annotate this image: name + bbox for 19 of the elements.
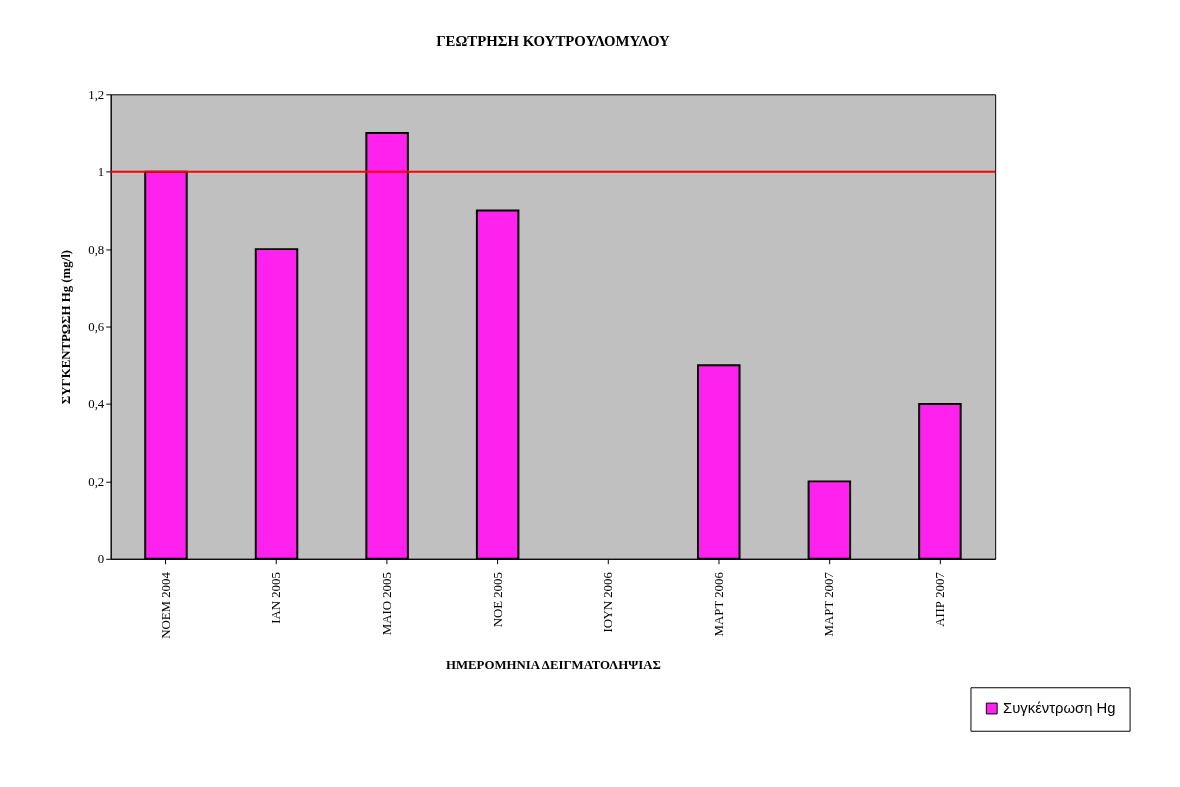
x-tick-label: ΙΑΝ 2005: [269, 572, 284, 624]
x-axis-title: ΗΜΕΡΟΜΗΝΙΑ ΔΕΙΓΜΑΤΟΛΗΨΙΑΣ: [445, 657, 661, 672]
x-tick-label: ΜΑΙΟ 2005: [380, 572, 395, 636]
y-axis-title: ΣΥΓΚΕΝΤΡΩΣΗ Hg (mg/l): [59, 249, 74, 405]
x-tick-label: ΙΟΥΝ 2006: [601, 571, 616, 633]
x-tick-label: ΝΟΕ 2005: [490, 572, 505, 628]
y-tick-label: 0,8: [88, 242, 105, 257]
x-tick-label: ΑΠΡ 2007: [932, 571, 947, 627]
x-tick-label: ΜΑΡΤ 2006: [711, 571, 726, 637]
x-tick-label: ΝΟΕΜ 2004: [158, 571, 173, 639]
chart-title: ΓΕΩΤΡΗΣΗ ΚΟΥΤΡΟΥΛΟΜΥΛΟΥ: [436, 32, 671, 49]
y-tick-label: 0,2: [88, 474, 105, 489]
y-tick-label: 1,2: [88, 87, 105, 102]
y-tick-label: 0,4: [88, 397, 105, 412]
y-tick-label: 0: [97, 552, 105, 567]
legend-label: Συγκέντρωση Hg: [1003, 700, 1116, 717]
y-tick-label: 0,6: [88, 320, 105, 334]
y-tick-label: 1: [97, 165, 105, 180]
x-tick-label: ΜΑΡΤ 2007: [822, 571, 837, 637]
